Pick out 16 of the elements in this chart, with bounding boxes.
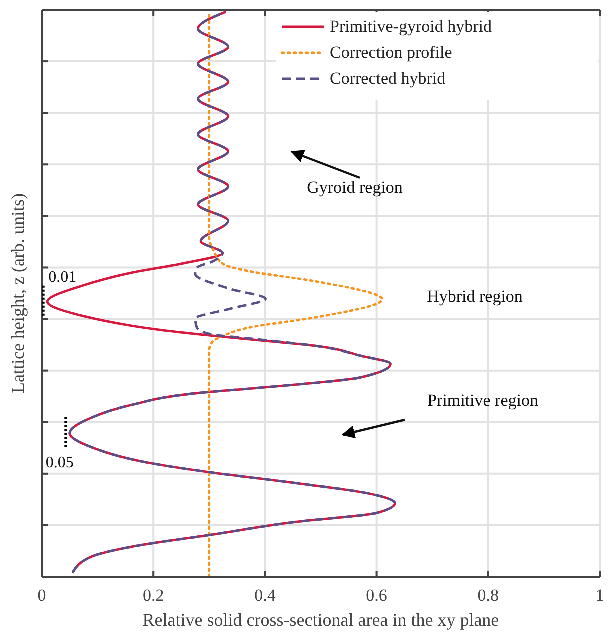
x-tick-label: 1 <box>596 586 604 605</box>
legend-label: Corrected hybrid <box>330 69 446 88</box>
x-tick-label: 0 <box>38 586 46 605</box>
annotation: 0.01 <box>48 268 77 286</box>
x-tick-label: 0.6 <box>366 586 388 605</box>
legend-label: Primitive-gyroid hybrid <box>330 17 492 36</box>
x-tick-label: 0.2 <box>142 586 164 605</box>
x-axis-title: Relative solid cross-sectional area in the xy plane <box>142 610 500 630</box>
annotation: Primitive region <box>428 391 539 410</box>
annotation: Gyroid region <box>307 178 404 197</box>
x-tick-label: 0.8 <box>478 586 500 605</box>
legend-label: Correction profile <box>330 43 452 62</box>
annotation: Hybrid region <box>427 287 524 306</box>
x-tick-label: 0.4 <box>254 586 276 605</box>
annotation: 0.05 <box>46 454 74 472</box>
y-axis-title: Lattice height, z (arb. units) <box>8 194 28 394</box>
